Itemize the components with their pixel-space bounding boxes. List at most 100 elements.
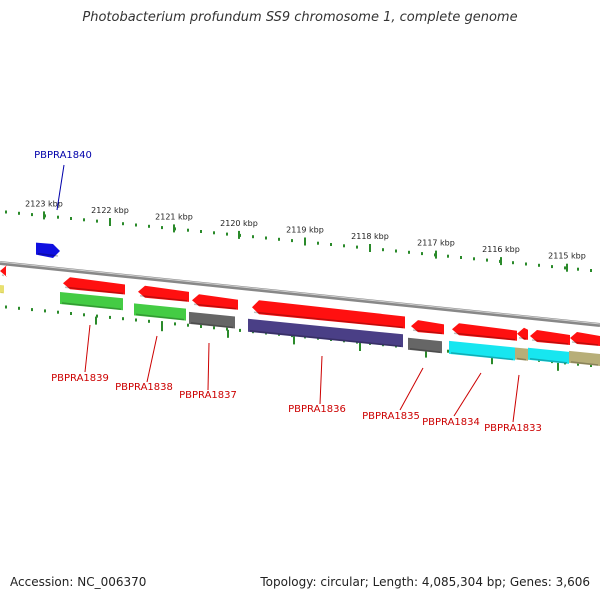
minor-tick-lower [590, 364, 592, 367]
minor-tick-upper [252, 235, 254, 239]
minor-tick-upper [473, 257, 475, 261]
minor-tick-lower [447, 349, 449, 353]
gene-label: PBPRA1839 [51, 373, 109, 384]
minor-tick-lower [96, 314, 98, 318]
minor-tick-upper [83, 218, 85, 222]
major-tick [238, 230, 240, 239]
cog-block-shade [516, 357, 527, 361]
gene-label: PBPRA1834 [422, 417, 480, 428]
major-tick-lower [425, 349, 427, 358]
minor-tick-lower [148, 319, 150, 323]
minor-tick-upper [382, 248, 384, 252]
gene-label: PBPRA1837 [179, 390, 237, 401]
minor-tick-lower [174, 322, 176, 326]
gene-arrow-shade [453, 332, 516, 341]
tick-label: 2123 kbp [25, 199, 63, 208]
gene-arrow [63, 277, 125, 295]
gene-arrow-shade [518, 336, 527, 340]
gene-arrow-shade [64, 286, 124, 295]
minor-tick-upper [512, 261, 514, 265]
cog-block [569, 350, 600, 366]
tick-label: 2120 kbp [220, 219, 258, 228]
gene-arrow [192, 294, 238, 310]
gene-label: PBPRA1840 [34, 150, 92, 161]
minor-tick-upper [408, 250, 410, 254]
major-tick [435, 250, 437, 259]
gene-leader-line [207, 342, 210, 391]
minor-tick-lower [31, 308, 33, 312]
tick-label: 2116 kbp [482, 245, 520, 254]
minor-tick-lower [122, 317, 124, 321]
gene-arrow-shade [571, 341, 599, 346]
minor-tick-upper [460, 256, 462, 259]
minor-tick-upper [590, 269, 592, 272]
major-tick [566, 263, 568, 272]
cog-block [528, 347, 569, 364]
minor-tick-upper [226, 232, 228, 236]
major-tick-lower [293, 336, 295, 345]
major-tick [369, 244, 371, 252]
gene-leader-line [512, 374, 520, 423]
minor-tick-upper [57, 215, 59, 219]
major-tick-lower [359, 343, 361, 351]
minor-tick-lower [70, 312, 72, 315]
cog-block-shade [450, 352, 514, 361]
minor-tick-upper [486, 258, 488, 262]
minor-tick-upper [265, 236, 267, 240]
gene-arrow-shade [412, 329, 443, 335]
major-tick-lower [227, 329, 229, 338]
minor-tick-lower [109, 315, 111, 319]
minor-tick-lower [226, 327, 228, 331]
gene-arrow [530, 330, 570, 345]
minor-tick-upper [343, 244, 345, 248]
minor-tick-upper [564, 266, 566, 270]
genome-summary-text: Topology: circular; Length: 4,085,304 bp… [260, 575, 590, 589]
gene-arrow-shade [139, 295, 188, 302]
minor-tick-upper [187, 228, 189, 232]
minor-tick-upper [356, 245, 358, 249]
tick-label: 2121 kbp [155, 212, 193, 221]
minor-tick-upper [291, 239, 293, 243]
tick-label: 2115 kbp [548, 252, 586, 261]
minor-tick-lower [200, 325, 202, 328]
major-tick [43, 211, 45, 220]
gene-arrow [452, 323, 517, 341]
cog-block-shade [409, 348, 441, 353]
gene-arrow-shade [1, 274, 5, 277]
minor-tick-upper [447, 254, 449, 258]
map-title: Photobacterium profundum SS9 chromosome … [82, 10, 518, 25]
minor-tick-upper [317, 241, 319, 245]
gene-arrow [517, 327, 528, 340]
tick-label: 2118 kbp [351, 232, 389, 241]
cog-block [449, 340, 515, 361]
minor-tick-lower [135, 318, 137, 322]
minor-tick-upper [551, 265, 553, 269]
gene-label: PBPRA1833 [484, 423, 542, 434]
minor-tick-lower [83, 313, 85, 317]
minor-tick-upper [395, 249, 397, 253]
major-tick-lower [557, 362, 559, 371]
gene-arrow [570, 332, 600, 346]
gene-label: PBPRA1835 [362, 411, 420, 422]
gene-arrow-shade [531, 339, 569, 345]
minor-tick-upper [538, 263, 540, 267]
gene-arrow-blue [36, 242, 60, 258]
gene-arrow [252, 300, 405, 329]
major-tick-lower [95, 316, 97, 325]
minor-tick-upper [213, 231, 215, 235]
major-tick [173, 224, 175, 233]
minor-tick-lower [213, 326, 215, 330]
cog-block [515, 347, 528, 361]
minor-tick-upper [5, 210, 7, 214]
minor-tick-lower [44, 309, 46, 313]
gene-arrow-blue-shade [37, 252, 59, 257]
minor-tick-lower [187, 323, 189, 327]
minor-tick-lower [161, 321, 163, 325]
cog-block [248, 318, 403, 348]
minor-tick-upper [330, 243, 332, 246]
major-tick-lower [491, 356, 493, 365]
gene-leader-line [453, 372, 482, 417]
minor-tick-upper [122, 222, 124, 226]
accession-text: Accession: NC_006370 [10, 575, 147, 589]
minor-tick-upper [161, 226, 163, 230]
